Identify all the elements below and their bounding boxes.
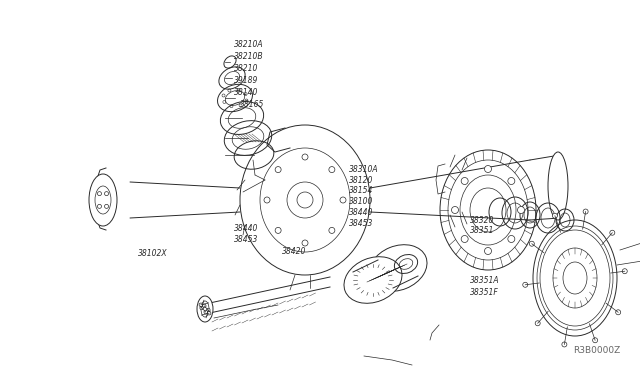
Text: 38154: 38154 bbox=[349, 186, 373, 195]
Text: 38210A: 38210A bbox=[234, 40, 263, 49]
Ellipse shape bbox=[264, 197, 270, 203]
Text: 38351F: 38351F bbox=[470, 288, 499, 296]
Text: 38453: 38453 bbox=[234, 235, 258, 244]
Ellipse shape bbox=[197, 296, 213, 322]
Text: 39189: 39189 bbox=[234, 76, 258, 85]
Ellipse shape bbox=[523, 282, 528, 287]
Ellipse shape bbox=[622, 269, 627, 274]
Ellipse shape bbox=[200, 306, 204, 310]
Ellipse shape bbox=[583, 209, 588, 214]
Ellipse shape bbox=[89, 174, 117, 226]
Text: 38420: 38420 bbox=[282, 247, 306, 256]
Ellipse shape bbox=[484, 166, 492, 173]
Ellipse shape bbox=[344, 257, 402, 303]
Ellipse shape bbox=[451, 206, 458, 214]
Text: 38351A: 38351A bbox=[470, 276, 500, 285]
Text: 38320: 38320 bbox=[470, 216, 495, 225]
Ellipse shape bbox=[207, 311, 211, 315]
Ellipse shape bbox=[461, 235, 468, 243]
Text: 38453: 38453 bbox=[349, 219, 373, 228]
Ellipse shape bbox=[302, 240, 308, 246]
Ellipse shape bbox=[329, 167, 335, 173]
Ellipse shape bbox=[275, 227, 281, 233]
Ellipse shape bbox=[204, 310, 207, 314]
Ellipse shape bbox=[329, 227, 335, 233]
Text: R3B0000Z: R3B0000Z bbox=[573, 346, 620, 355]
Ellipse shape bbox=[484, 247, 492, 254]
Ellipse shape bbox=[302, 154, 308, 160]
Ellipse shape bbox=[610, 230, 615, 235]
Text: 38440: 38440 bbox=[234, 224, 258, 233]
Text: 38440: 38440 bbox=[349, 208, 373, 217]
Text: 38351: 38351 bbox=[470, 226, 495, 235]
Ellipse shape bbox=[535, 321, 540, 326]
Ellipse shape bbox=[461, 177, 468, 185]
Ellipse shape bbox=[552, 213, 557, 218]
Ellipse shape bbox=[529, 241, 534, 246]
Ellipse shape bbox=[202, 304, 206, 308]
Ellipse shape bbox=[548, 152, 568, 220]
Text: 38102X: 38102X bbox=[138, 249, 167, 258]
Text: 38100: 38100 bbox=[349, 197, 373, 206]
Ellipse shape bbox=[340, 197, 346, 203]
Text: 38165: 38165 bbox=[240, 100, 264, 109]
Text: 38210: 38210 bbox=[234, 64, 258, 73]
Ellipse shape bbox=[207, 308, 210, 312]
Text: 38210B: 38210B bbox=[234, 52, 263, 61]
Ellipse shape bbox=[275, 167, 281, 173]
Ellipse shape bbox=[518, 206, 525, 214]
Ellipse shape bbox=[616, 310, 621, 315]
Text: 38120: 38120 bbox=[349, 176, 373, 185]
Ellipse shape bbox=[562, 342, 567, 347]
Ellipse shape bbox=[199, 303, 203, 307]
Ellipse shape bbox=[593, 338, 598, 343]
Text: 38140: 38140 bbox=[234, 88, 258, 97]
Text: 38310A: 38310A bbox=[349, 165, 378, 174]
Ellipse shape bbox=[508, 177, 515, 185]
Ellipse shape bbox=[508, 235, 515, 243]
